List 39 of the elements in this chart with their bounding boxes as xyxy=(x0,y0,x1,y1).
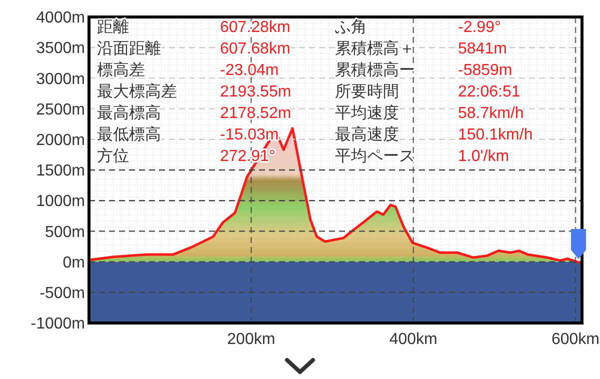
annotation: -23.04m xyxy=(220,62,279,79)
annotation: 607.68km xyxy=(220,40,290,58)
annotation: 22:06:51 xyxy=(458,84,520,100)
annotation: 累積標高＋ xyxy=(335,40,415,58)
annotation: 沿面距離 xyxy=(97,40,161,58)
annotation: 平均ペース xyxy=(335,148,415,165)
annotation: 2178.52m xyxy=(220,105,292,122)
y-tick-label: 3000m xyxy=(36,70,85,88)
annotation: 平均速度 xyxy=(335,104,399,122)
y-tick-label: 4000m xyxy=(36,10,85,27)
y-tick-label: -1000m xyxy=(30,316,85,333)
annotation: ふ角 xyxy=(334,19,367,36)
annotation: 所要時間 xyxy=(335,82,399,100)
y-tick-label: 500m xyxy=(44,224,85,241)
annotation: 58.7km/h xyxy=(458,105,524,122)
y-tick-label: 2000m xyxy=(36,132,85,149)
x-tick-label: 200km xyxy=(227,331,276,348)
annotation: 距離 xyxy=(97,18,129,36)
annotation: -5859m xyxy=(458,62,512,79)
annotation: 150.1km/h xyxy=(458,126,533,144)
y-tick-label: 3500m xyxy=(36,40,85,58)
annotation: 最高標高 xyxy=(97,104,161,122)
y-tick-label: 1500m xyxy=(36,162,85,180)
y-tick-label: 0m xyxy=(62,254,85,272)
annotation: 方位 xyxy=(97,147,129,165)
annotation: 最低標高 xyxy=(97,126,161,144)
x-tick-label: 600km xyxy=(552,331,600,348)
annotation: 2193.55m xyxy=(220,84,292,100)
y-tick-label: -500m xyxy=(40,285,85,302)
annotation: 最高速度 xyxy=(335,126,399,144)
annotation: 607.28km xyxy=(220,19,290,36)
y-tick-label: 1000m xyxy=(36,193,85,210)
annotation: 1.0'/km xyxy=(458,148,510,165)
annotation: 5841m xyxy=(458,40,507,58)
y-tick-label: 2500m xyxy=(36,101,85,118)
annotation: 標高差 xyxy=(97,61,145,79)
annotation: 最大標高差 xyxy=(97,82,177,100)
x-tick-label: 400km xyxy=(389,331,438,348)
annotation: -2.99° xyxy=(458,19,501,36)
